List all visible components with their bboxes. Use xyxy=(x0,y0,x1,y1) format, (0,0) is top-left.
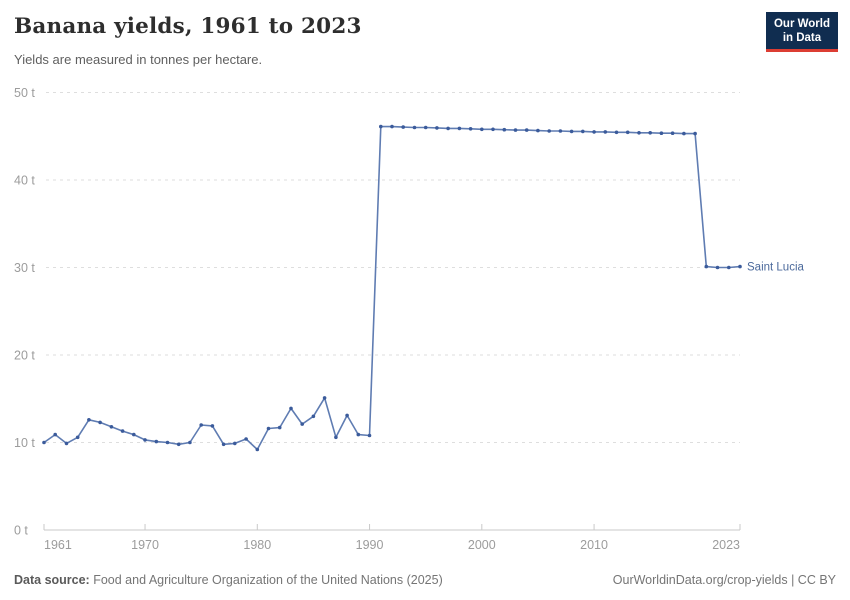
data-point xyxy=(300,422,305,426)
data-point xyxy=(581,129,585,134)
data-point xyxy=(199,423,203,427)
data-point xyxy=(738,264,742,269)
data-point xyxy=(322,396,327,400)
data-point xyxy=(379,124,383,129)
data-point xyxy=(704,264,709,269)
data-point xyxy=(334,435,338,440)
data-point xyxy=(233,441,237,446)
data-point xyxy=(670,131,675,135)
data-point xyxy=(727,265,731,270)
y-axis-tick-label: 20 t xyxy=(14,349,35,363)
credit-link[interactable]: OurWorldinData.org/crop-yields | CC BY xyxy=(612,573,836,587)
data-point xyxy=(558,129,563,133)
chart-subtitle: Yields are measured in tonnes per hectar… xyxy=(14,52,263,67)
data-point xyxy=(423,125,428,130)
data-point xyxy=(64,441,69,446)
data-point xyxy=(53,432,57,437)
owid-logo-line1: Our World xyxy=(773,18,830,30)
x-axis-tick-label: 2023 xyxy=(712,538,740,552)
data-point xyxy=(345,413,349,418)
x-axis-tick-label: 1970 xyxy=(131,538,159,552)
data-point xyxy=(715,265,720,270)
x-axis-tick-label: 2000 xyxy=(468,538,496,552)
data-point xyxy=(367,433,372,438)
y-axis-tick-label: 40 t xyxy=(14,174,35,188)
data-point xyxy=(547,129,551,133)
data-point xyxy=(468,127,473,131)
data-point xyxy=(592,130,596,134)
data-source-text: Food and Agriculture Organization of the… xyxy=(93,573,443,587)
chart-title: Banana yields, 1961 to 2023 xyxy=(14,14,362,39)
data-source-label: Data source: xyxy=(14,573,90,587)
x-axis-tick-label: 2010 xyxy=(580,538,608,552)
data-point xyxy=(446,126,450,131)
x-axis-tick-label: 1990 xyxy=(356,538,384,552)
y-axis-tick-label: 50 t xyxy=(14,86,35,100)
data-point xyxy=(457,126,462,131)
data-point xyxy=(75,435,80,440)
data-point xyxy=(648,131,652,135)
data-point xyxy=(536,128,540,133)
data-point xyxy=(98,420,102,425)
data-point xyxy=(311,414,316,419)
data-point xyxy=(255,447,260,452)
owid-logo[interactable]: Our World in Data xyxy=(765,12,838,52)
data-point xyxy=(165,440,170,445)
data-point xyxy=(524,128,529,132)
data-point xyxy=(435,126,439,130)
data-point xyxy=(491,127,495,132)
data-point xyxy=(277,425,282,430)
data-point xyxy=(244,437,248,441)
y-axis-tick-label: 10 t xyxy=(14,436,35,450)
data-point xyxy=(176,442,181,447)
data-point xyxy=(480,127,484,132)
entity-label: Saint Lucia xyxy=(747,262,805,274)
data-point xyxy=(289,406,293,411)
data-point xyxy=(42,440,46,445)
data-point xyxy=(693,131,697,136)
data-point xyxy=(87,418,91,422)
x-axis-tick-label: 1980 xyxy=(243,538,271,552)
data-source-note: Data source: Food and Agriculture Organi… xyxy=(14,573,443,587)
data-point xyxy=(356,432,361,437)
data-point xyxy=(390,124,394,129)
data-point xyxy=(221,442,226,447)
data-point xyxy=(188,440,192,445)
data-point xyxy=(210,424,215,428)
data-point xyxy=(143,438,147,442)
data-point xyxy=(614,130,619,135)
data-point xyxy=(502,127,507,132)
x-axis-tick-label: 1961 xyxy=(44,538,72,552)
data-point xyxy=(513,128,518,132)
data-point xyxy=(120,429,125,433)
y-axis-tick-label: 0 t xyxy=(14,524,28,538)
data-point xyxy=(569,129,574,134)
y-axis-tick-label: 30 t xyxy=(14,261,35,275)
chart-footer: Data source: Food and Agriculture Organi… xyxy=(14,573,836,587)
series-line xyxy=(43,125,741,451)
data-point xyxy=(412,125,417,130)
data-point xyxy=(401,125,406,129)
data-point xyxy=(154,439,159,444)
data-point xyxy=(132,432,136,437)
data-point xyxy=(266,426,271,431)
data-point xyxy=(659,131,664,135)
data-point xyxy=(625,130,630,135)
data-point xyxy=(637,131,641,135)
data-point xyxy=(682,131,686,136)
owid-logo-line2: in Data xyxy=(782,32,822,44)
data-point xyxy=(109,425,114,429)
data-point xyxy=(603,130,608,134)
